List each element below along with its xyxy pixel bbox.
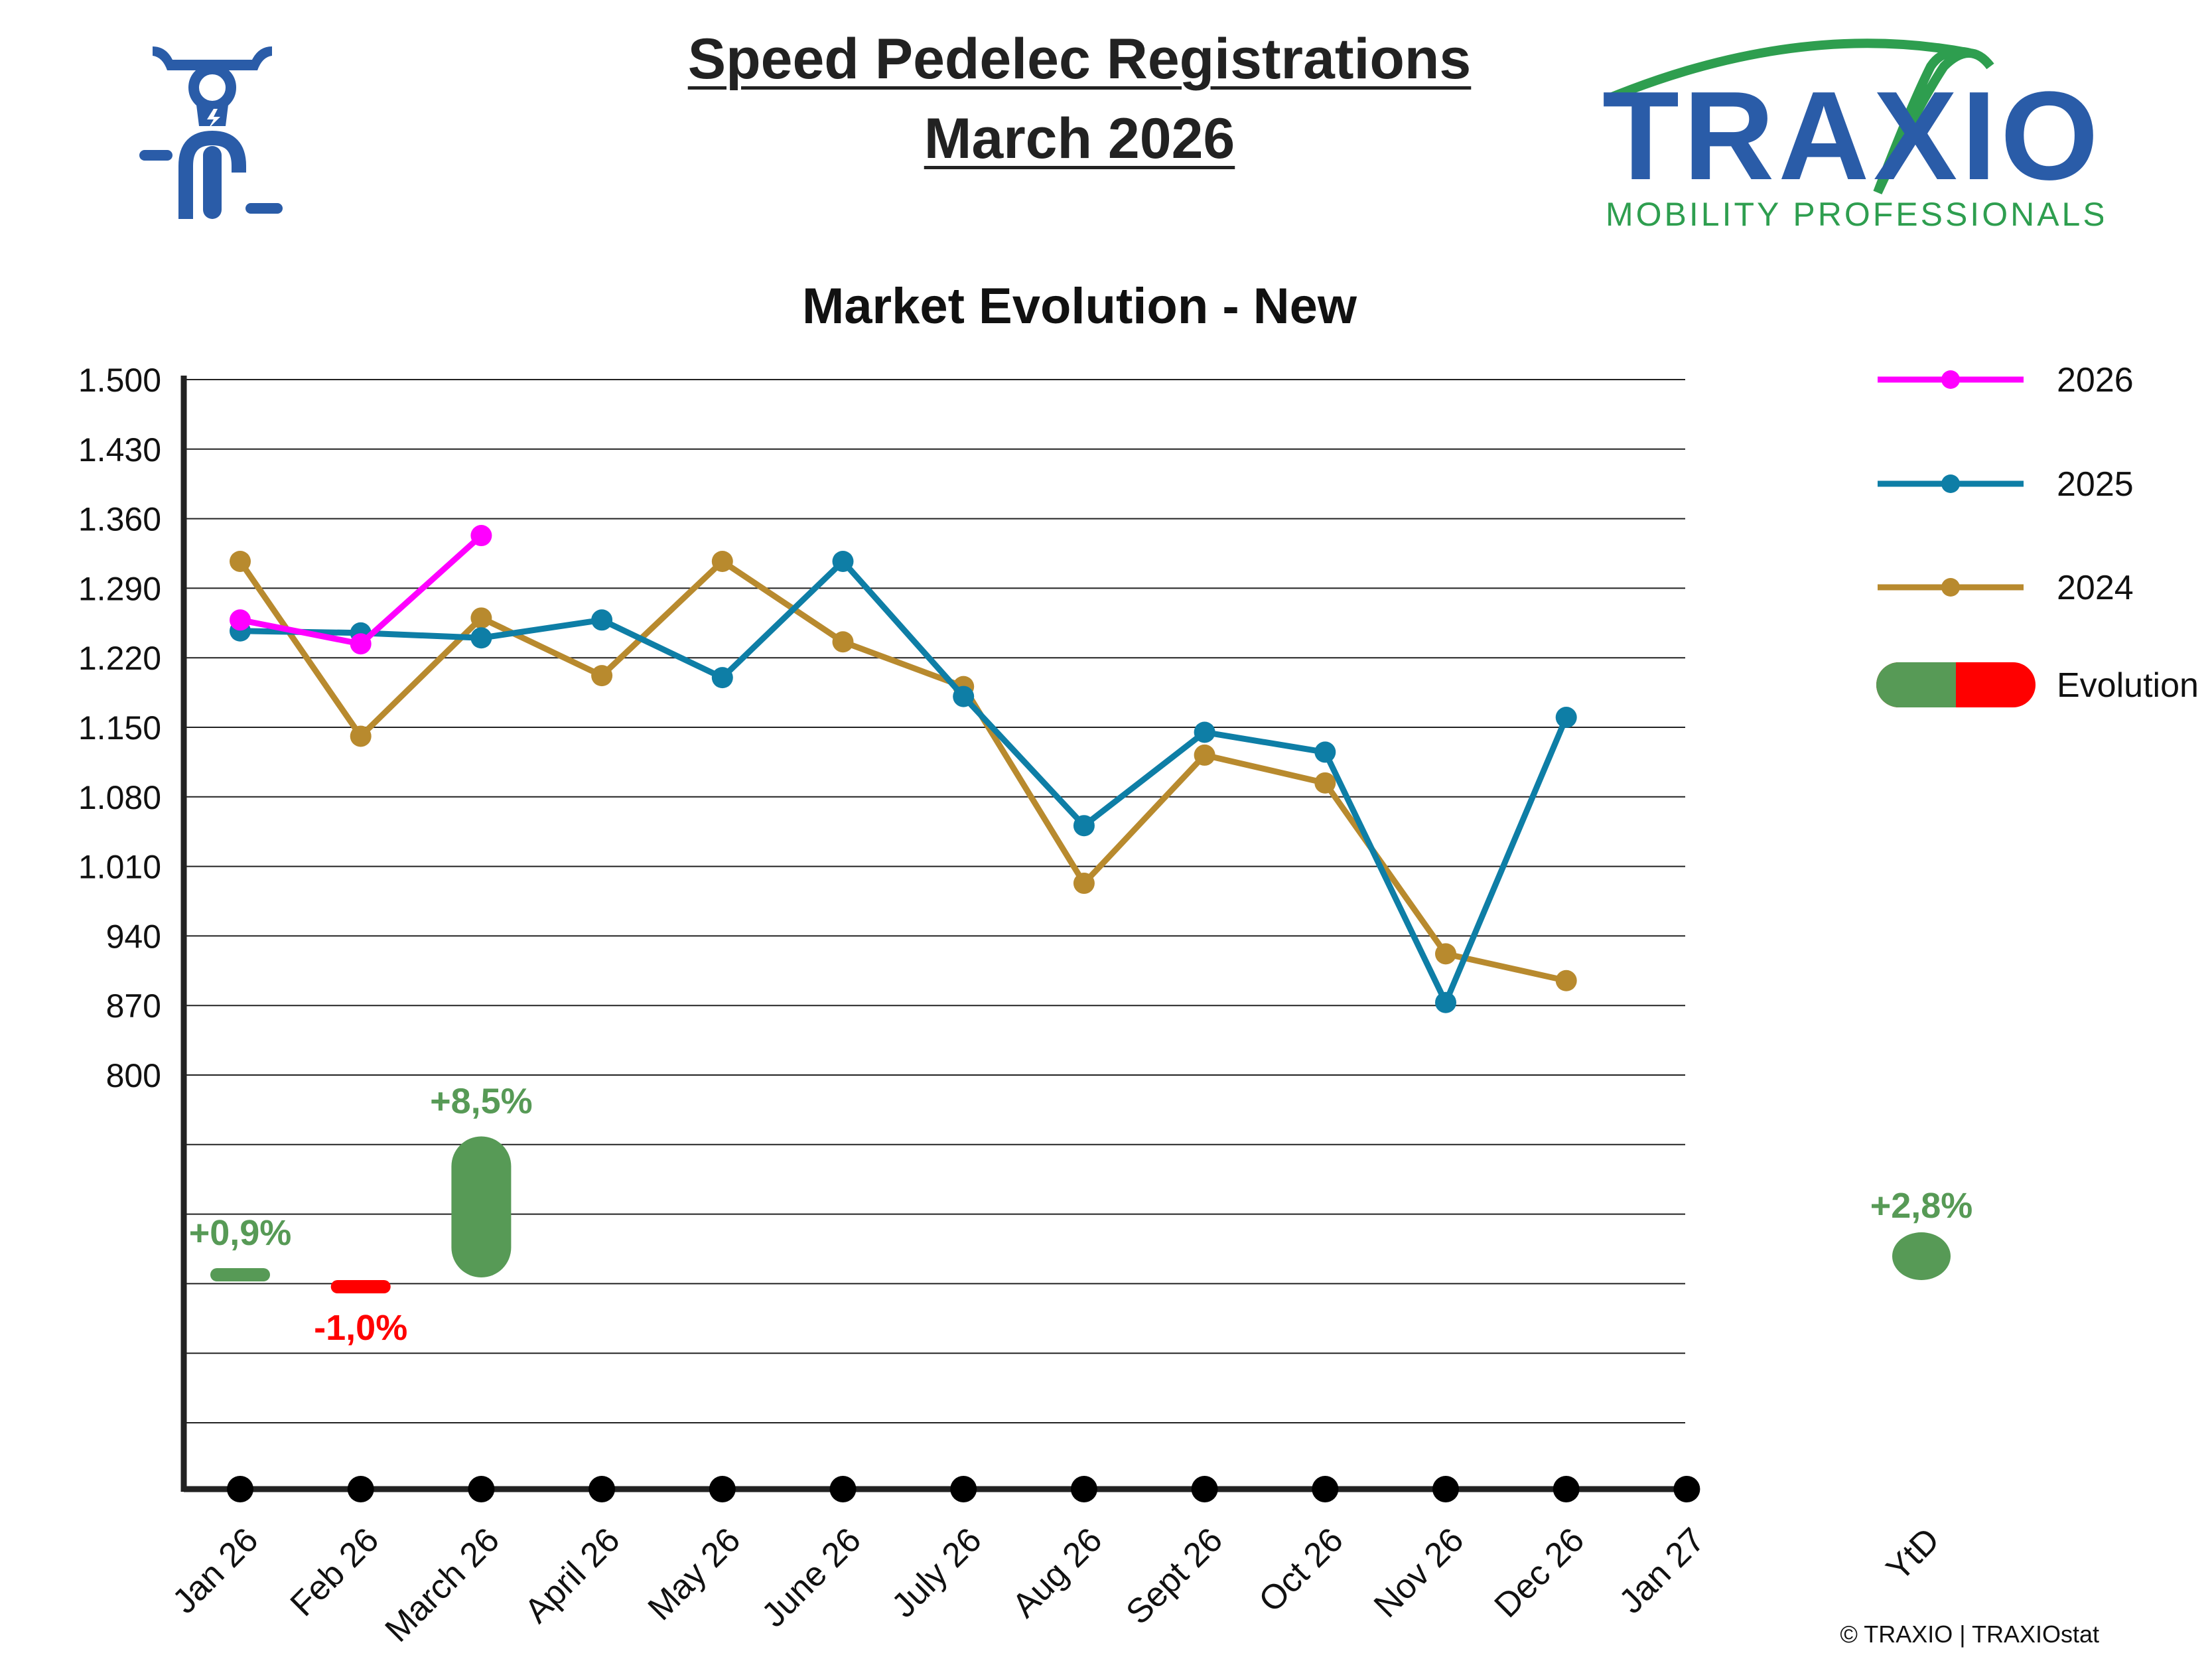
data-point-2025: [832, 550, 854, 572]
x-tick-marker: [1673, 1476, 1700, 1502]
evolution-bar: [451, 1136, 512, 1277]
data-point-2024: [1435, 943, 1456, 965]
x-tick-marker: [1070, 1476, 1097, 1502]
x-tick-label: July 26: [884, 1520, 989, 1625]
data-point-2025: [1194, 721, 1215, 743]
x-tick-marker: [709, 1476, 736, 1502]
y-tick-label: 940: [106, 918, 161, 955]
data-point-2025: [1073, 815, 1095, 837]
data-point-2024: [711, 550, 733, 572]
legend-evolution-pos: [1876, 662, 1956, 707]
ytd-tick-label: YtD: [1879, 1520, 1947, 1588]
x-tick-marker: [829, 1476, 857, 1502]
y-tick-label: 870: [106, 987, 161, 1025]
evolution-label: +8,5%: [430, 1082, 533, 1121]
data-point-2024: [591, 665, 613, 687]
legend-marker-2026: [1941, 370, 1960, 389]
data-point-2024: [350, 725, 372, 747]
x-tick-marker: [468, 1476, 495, 1502]
page-title: Speed Pedelec Registrations: [687, 27, 1472, 91]
traxio-logo: TRAXIO MOBILITY PROFESSIONALS: [1602, 38, 2103, 232]
x-tick-label: March 26: [378, 1520, 507, 1649]
legend-label: Evolution: [2057, 666, 2199, 705]
x-tick-label: Jan 26: [165, 1520, 265, 1621]
copyright-text: © TRAXIO | TRAXIOstat: [1840, 1621, 2099, 1648]
ytd-evolution-bubble: [1892, 1232, 1951, 1280]
evolution-label: -1,0%: [314, 1308, 407, 1348]
data-point-2025: [470, 627, 492, 649]
y-tick-label: 1.220: [78, 640, 161, 677]
x-tick-label: June 26: [754, 1520, 868, 1634]
x-tick-marker: [227, 1476, 253, 1502]
data-point-2024: [1314, 772, 1336, 794]
legend-label: 2025: [2057, 465, 2134, 504]
y-tick-label: 1.500: [78, 362, 161, 399]
legend-marker-2025: [1941, 474, 1960, 493]
x-tick-label: May 26: [641, 1520, 748, 1628]
x-tick-label: Aug 26: [1005, 1520, 1110, 1625]
y-tick-label: 1.290: [78, 570, 161, 607]
y-tick-label: 1.430: [78, 431, 161, 469]
legend-marker-2024: [1941, 578, 1960, 597]
x-tick-label: Nov 26: [1367, 1520, 1472, 1625]
data-point-2024: [1194, 744, 1215, 766]
x-tick-label: Sept 26: [1119, 1520, 1230, 1632]
speed-pedelec-icon: [139, 46, 283, 219]
series-line-2024: [238, 558, 1567, 984]
legend-label: 2024: [2057, 569, 2134, 607]
x-tick-label: April 26: [518, 1520, 628, 1630]
x-tick-label: Feb 26: [283, 1520, 386, 1623]
evolution-bar: [330, 1280, 391, 1293]
legend-label: 2026: [2057, 361, 2134, 399]
data-point-2025: [1555, 707, 1577, 729]
x-tick-label: Jan 27: [1612, 1520, 1712, 1621]
data-point-2024: [1555, 970, 1577, 991]
y-tick-label: 800: [106, 1057, 161, 1094]
data-point-2025: [953, 685, 975, 707]
data-point-2026: [470, 525, 492, 547]
page-subtitle: March 2026: [924, 107, 1235, 171]
evolution-label: +0,9%: [189, 1213, 292, 1253]
series-line-2025: [240, 558, 1569, 1006]
y-tick-label: 1.150: [78, 709, 161, 747]
x-tick-label: Dec 26: [1487, 1520, 1592, 1625]
x-tick-marker: [1312, 1476, 1339, 1502]
data-point-2024: [470, 607, 492, 629]
brand-name: TRAXIO: [1602, 66, 2103, 206]
data-point-2025: [591, 609, 613, 631]
x-tick-label: Oct 26: [1251, 1520, 1350, 1619]
data-point-2024: [832, 631, 854, 653]
chart-title: Market Evolution - New: [801, 278, 1357, 334]
x-tick-marker: [347, 1476, 374, 1502]
x-tick-marker: [1191, 1476, 1218, 1502]
x-tick-marker: [588, 1476, 616, 1502]
data-point-2025: [1435, 991, 1456, 1013]
evolution-bar: [210, 1268, 270, 1281]
data-point-2026: [230, 609, 251, 631]
data-point-2024: [230, 550, 251, 572]
y-tick-label: 1.080: [78, 779, 161, 816]
x-tick-marker: [1432, 1476, 1459, 1502]
data-point-2026: [350, 633, 372, 655]
data-point-2024: [1073, 873, 1095, 895]
x-tick-marker: [1553, 1476, 1580, 1502]
y-tick-label: 1.010: [78, 849, 161, 886]
brand-tagline: MOBILITY PROFESSIONALS: [1606, 196, 2103, 232]
x-tick-marker: [950, 1476, 977, 1502]
data-point-2025: [711, 667, 733, 689]
y-tick-label: 1.360: [78, 501, 161, 538]
data-point-2025: [1314, 741, 1336, 763]
ytd-evolution-label: +2,8%: [1870, 1186, 1973, 1226]
